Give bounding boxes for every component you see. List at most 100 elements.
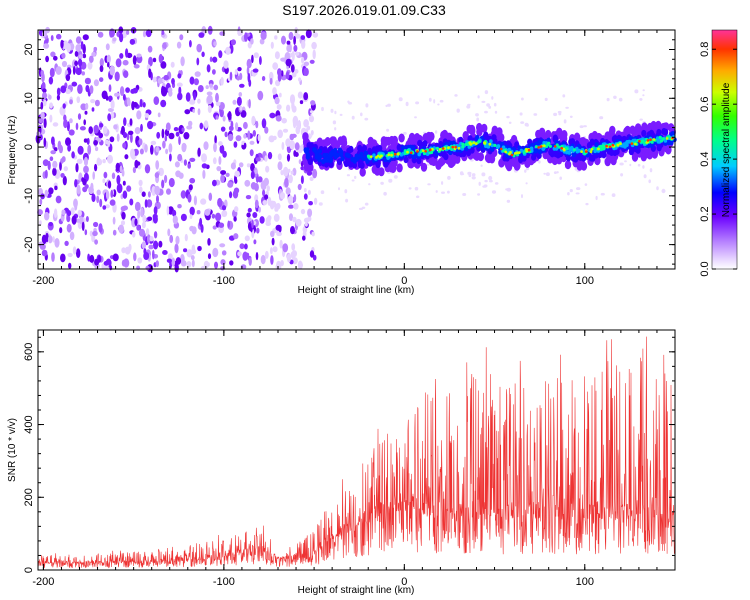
spectrogram-ridge-blob: [510, 153, 514, 157]
spectrogram-noise-blob: [227, 111, 232, 121]
spectrogram-faint-blob: [386, 128, 390, 132]
spectrogram-noise-blob: [152, 57, 157, 63]
spectrogram-noise-blob: [286, 40, 291, 45]
spectrogram-faint-blob: [486, 103, 490, 107]
spectrogram-noise-blob: [40, 111, 45, 119]
spectrogram-noise-blob: [132, 101, 138, 108]
spectrogram-noise-blob: [169, 153, 172, 162]
spectrogram-noise-blob: [175, 235, 180, 245]
spectrogram-noise-blob: [152, 249, 155, 260]
spectrogram-noise-blob: [65, 88, 71, 95]
spectrogram-ridge-blob: [430, 147, 434, 151]
spectrogram-noise-blob: [181, 127, 185, 132]
spectrogram-noise-blob: [175, 170, 182, 178]
spectrogram-noise-blob: [164, 135, 168, 142]
spectrogram-noise-blob: [273, 213, 280, 222]
spectrogram-ridge-blob: [443, 153, 449, 161]
spectrogram-ridge-blob: [641, 129, 647, 137]
spectrogram-noise-blob: [280, 57, 287, 62]
spectrogram-noise-blob: [147, 45, 153, 53]
snr-y-ticks: 0 200 400 600: [23, 336, 675, 573]
spectrogram-noise-blob: [169, 234, 174, 244]
spectrogram-noise-blob: [244, 235, 250, 242]
spectrogram-noise-blob: [126, 97, 131, 106]
spectrogram-faint-blob: [488, 105, 492, 109]
spectrogram-noise-blob: [216, 166, 222, 172]
spectrogram-faint-blob: [364, 202, 369, 206]
spectrogram-noise-blob: [137, 210, 141, 219]
spectrogram-ridge-blob: [305, 147, 310, 153]
spectrogram-noise-blob: [292, 216, 297, 223]
spectrogram-noise-blob: [61, 52, 66, 59]
spectrogram-noise-blob: [312, 32, 319, 38]
spectrogram-ridge-blob: [314, 154, 319, 160]
spectrogram-noise-blob: [86, 137, 90, 145]
spectrogram-ridge-blob: [658, 135, 662, 139]
spectrogram-noise-blob: [262, 189, 266, 197]
spectrogram-noise-blob: [224, 131, 228, 138]
spectrogram-noise-blob: [197, 85, 204, 93]
spectrogram-frame: [37, 29, 676, 270]
spectrogram-noise-blob: [94, 239, 98, 245]
spectrogram-noise-blob: [48, 76, 54, 85]
spectrogram-noise-blob: [296, 120, 301, 129]
spectrogram-faint-blob: [613, 95, 617, 100]
spectrogram-noise-blob: [201, 153, 207, 163]
spectrogram-noise-blob: [312, 168, 318, 179]
spectrogram-noise-blob: [188, 120, 193, 127]
spectrogram-noise-blob: [189, 40, 192, 48]
spectrogram-faint-blob: [480, 164, 483, 167]
spectrogram-noise-blob: [274, 35, 278, 40]
spectrogram-ridge-blob: [533, 148, 539, 154]
spectrogram-ridge-blob: [525, 149, 529, 153]
spectrogram-ridge-blob: [499, 141, 505, 147]
spectrogram-ridge-blob: [624, 141, 629, 146]
spectrogram-noise-blob: [225, 46, 231, 56]
spectrogram-noise-blob: [154, 172, 160, 179]
spectrogram-noise-blob: [105, 43, 110, 51]
spectrogram-noise-blob: [251, 115, 256, 126]
spectrogram-noise-blob: [84, 77, 91, 85]
spectrogram-noise-blob: [293, 194, 297, 203]
spectrogram-noise-blob: [108, 95, 113, 102]
spectrogram-noise-blob: [67, 252, 73, 258]
spectrogram-noise-blob: [186, 125, 193, 130]
spectrogram-noise-blob: [186, 261, 192, 268]
spectrogram-faint-blob: [624, 160, 627, 163]
spectrogram-noise-blob: [98, 255, 101, 263]
spectrogram-noise-blob: [184, 233, 188, 242]
spectrogram-faint-blob: [585, 202, 589, 206]
spectrogram-noise-blob: [179, 34, 184, 41]
spectrogram-noise-blob: [247, 130, 251, 140]
spectrogram-noise-blob: [250, 38, 254, 45]
spectrogram-noise-blob: [91, 193, 96, 203]
spectrogram-noise-blob: [257, 90, 264, 101]
snr-y-tick-label: 200: [23, 488, 35, 506]
colorbar-tick-label: 0.0: [699, 261, 711, 276]
spectrogram-noise-blob: [220, 170, 227, 175]
spectrogram-faint-blob: [544, 97, 548, 101]
spectrogram-noise-blob: [53, 55, 58, 61]
snr-x-tick-label: -100: [213, 576, 235, 588]
spectrogram-noise-blob: [156, 195, 159, 204]
spectrogram-noise-blob: [47, 235, 53, 244]
spectrogram-noise-blob: [177, 73, 182, 79]
spectrogram-noise-blob: [212, 56, 218, 63]
spectrogram-faint-blob: [506, 115, 510, 119]
spectrogram-noise-blob: [103, 260, 110, 266]
spectrogram-noise-blob: [66, 215, 71, 223]
spectrogram-ridge-blob: [510, 134, 518, 144]
spectrogram-noise-blob: [309, 59, 315, 64]
spectrogram-noise-blob: [289, 52, 295, 58]
spectrogram-ridge-blob: [568, 147, 572, 152]
spectrogram-faint-blob: [426, 163, 430, 166]
spectrogram-noise-blob: [233, 233, 239, 240]
spectrogram-noise-blob: [257, 134, 261, 142]
spectrogram-noise-blob: [116, 183, 123, 194]
spectrogram-noise-blob: [256, 227, 260, 234]
spectrogram-ridge-blob: [527, 148, 531, 152]
spectrogram-x-ticks: -200 -100 0 100: [32, 30, 676, 287]
spectrogram-noise-blob: [234, 206, 239, 213]
spectrogram-noise-blob: [99, 58, 104, 67]
spectrogram-faint-blob: [332, 120, 337, 125]
